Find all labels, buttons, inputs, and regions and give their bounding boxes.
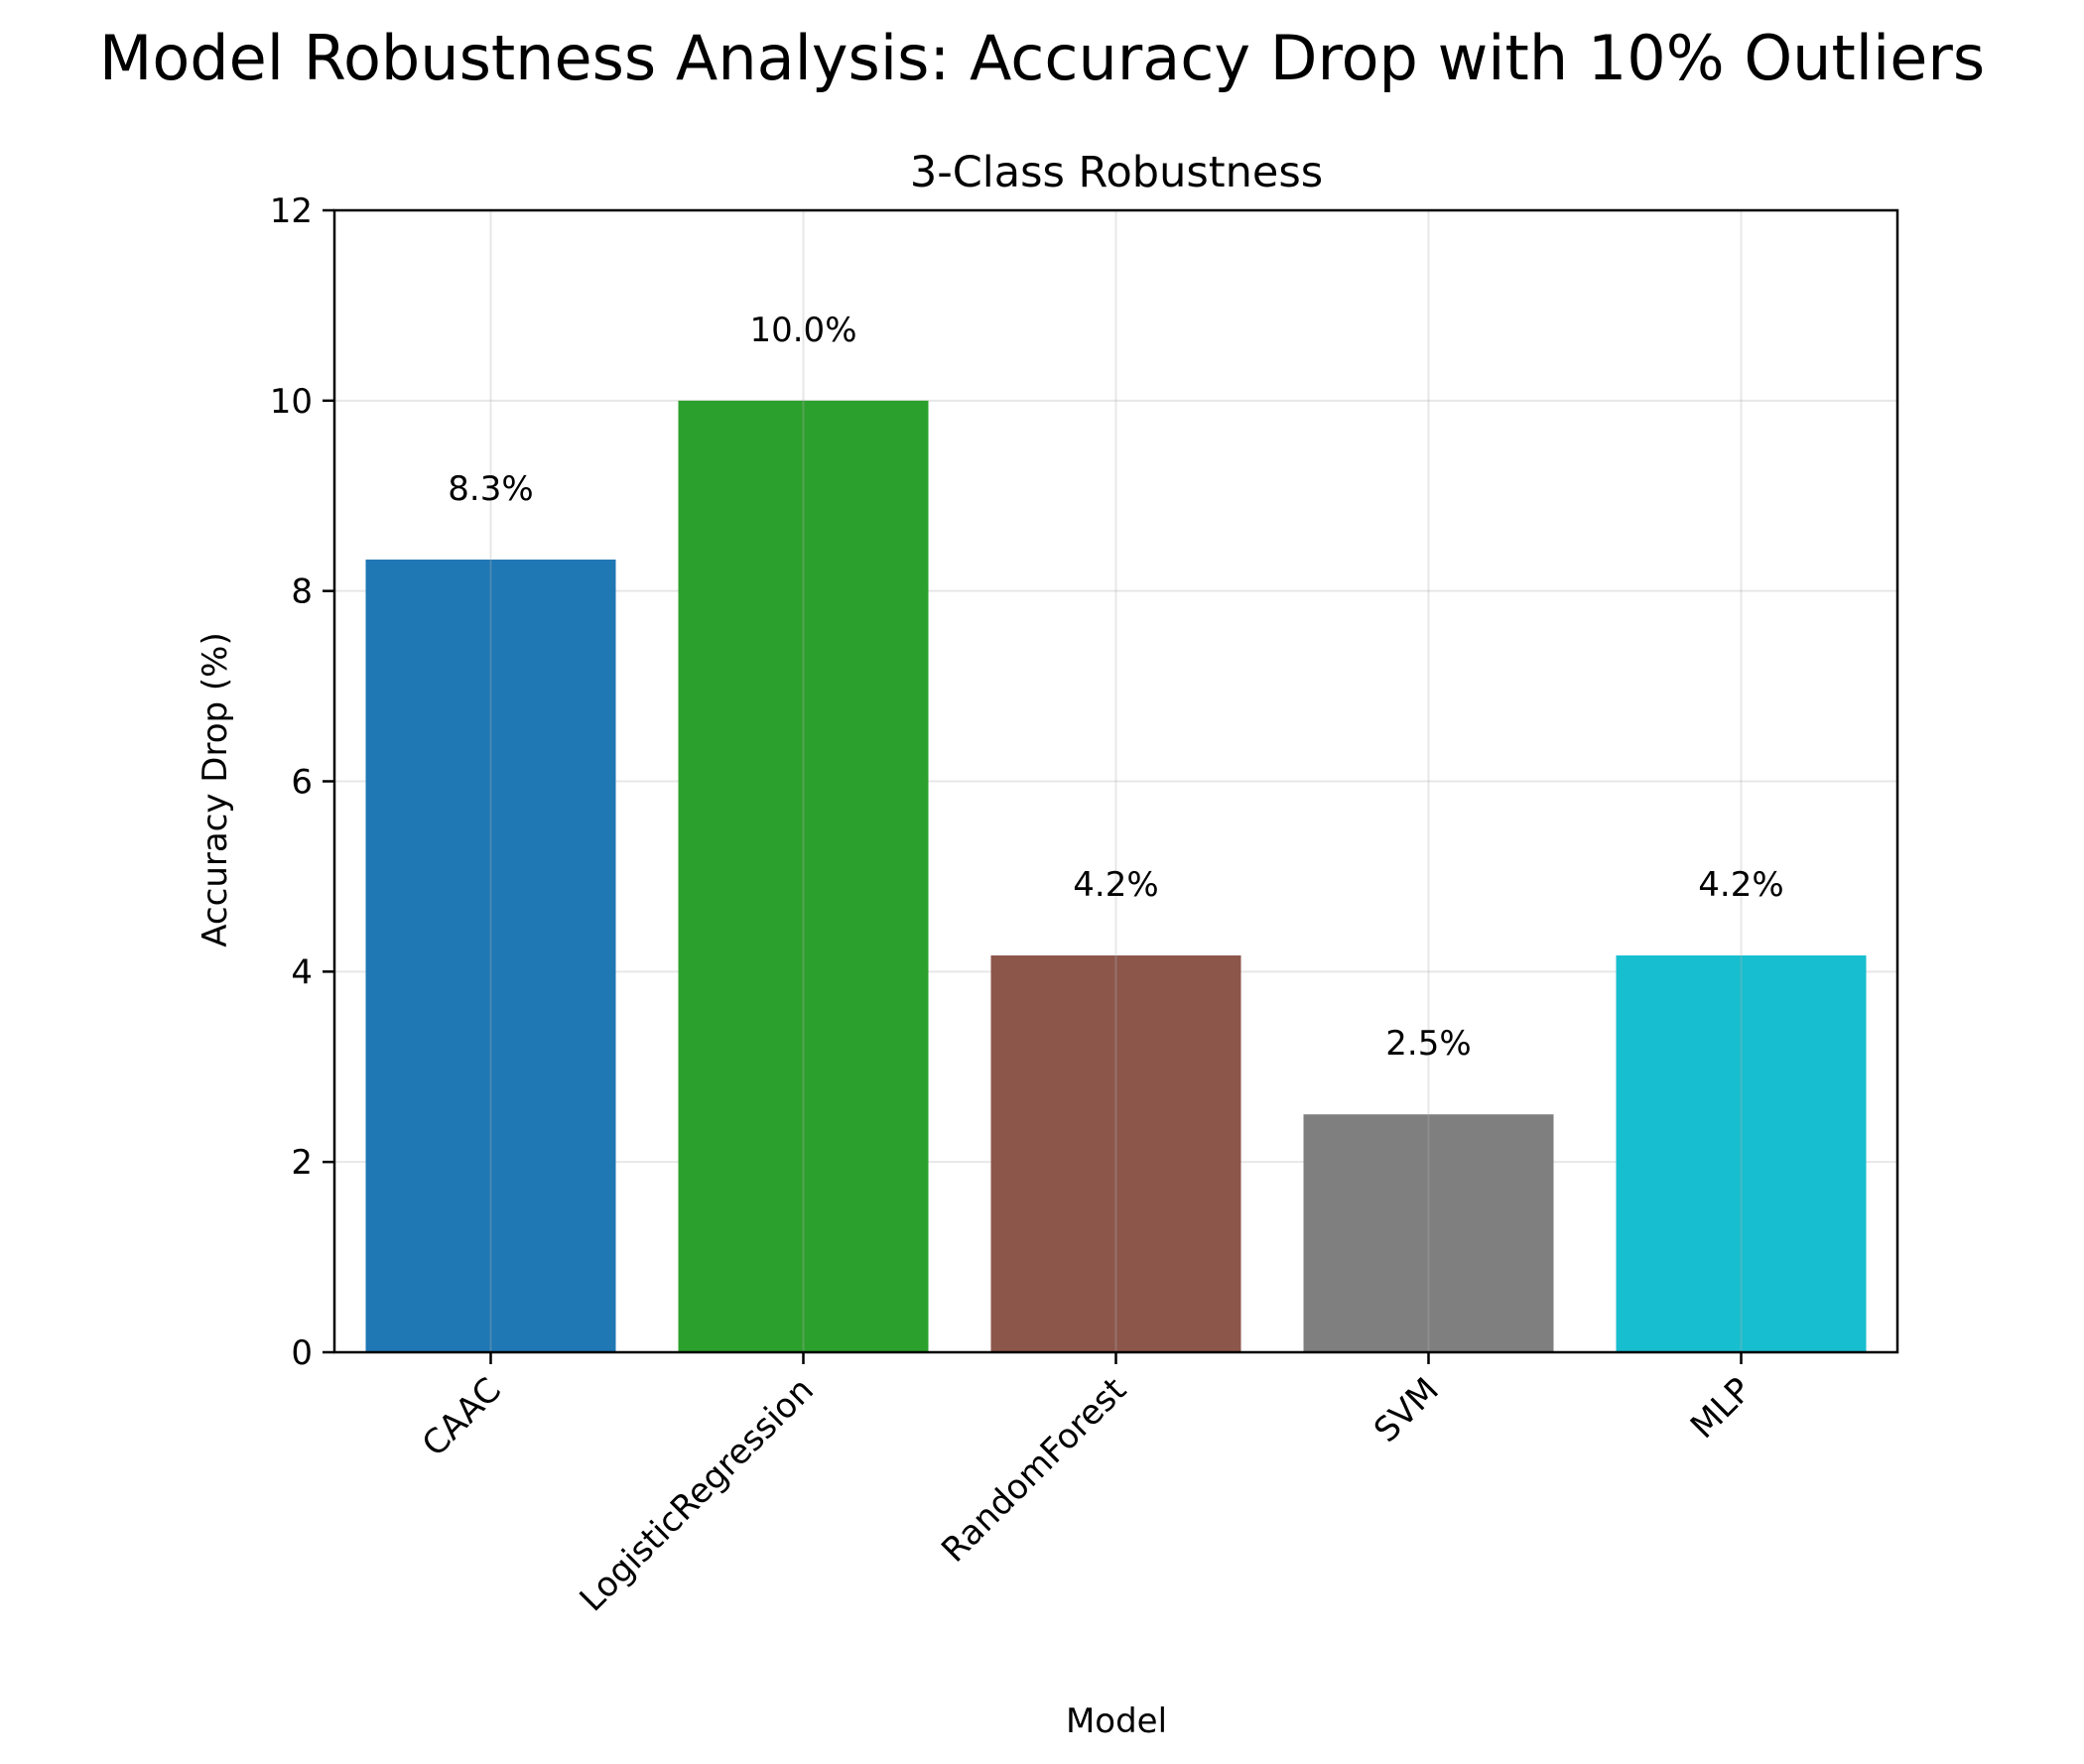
x-tick-label: CAAC <box>415 1370 509 1464</box>
bar <box>678 400 929 1352</box>
vertical-grid <box>489 210 1743 1352</box>
y-tick-label: 12 <box>270 191 313 231</box>
bars <box>365 400 1867 1352</box>
x-axis-label: Model <box>1066 1701 1167 1741</box>
x-tick-label: RandomForest <box>934 1370 1134 1571</box>
y-tick-label: 2 <box>291 1143 313 1183</box>
data-label: 2.5% <box>1385 1024 1471 1064</box>
data-label: 10.0% <box>749 311 856 350</box>
y-tick-label: 6 <box>291 763 313 803</box>
data-label: 8.3% <box>448 469 533 509</box>
y-tick-label: 8 <box>291 572 313 612</box>
data-label: 4.2% <box>1698 865 1783 905</box>
x-tick-label: LogisticRegression <box>573 1370 822 1619</box>
y-axis: 0 2 4 6 8 10 12 <box>270 191 334 1373</box>
bar <box>990 955 1241 1352</box>
y-axis-label: Accuracy Drop (%) <box>195 632 235 946</box>
y-tick-label: 10 <box>270 382 313 422</box>
data-label: 4.2% <box>1073 865 1158 905</box>
figure-suptitle: Model Robustness Analysis: Accuracy Drop… <box>99 22 1985 94</box>
data-labels: 8.3% 10.0% 4.2% 2.5% 4.2% <box>448 311 1783 1064</box>
chart-title: 3-Class Robustness <box>910 148 1323 197</box>
bar <box>1303 1114 1554 1352</box>
x-tick-label: MLP <box>1683 1370 1759 1447</box>
x-tick-label: SVM <box>1367 1370 1447 1450</box>
bar <box>1616 955 1867 1352</box>
y-tick-label: 4 <box>291 952 313 992</box>
y-tick-label: 0 <box>291 1333 313 1373</box>
x-axis: CAAC LogisticRegression RandomForest SVM MLP <box>415 1352 1759 1619</box>
bar <box>365 560 616 1352</box>
